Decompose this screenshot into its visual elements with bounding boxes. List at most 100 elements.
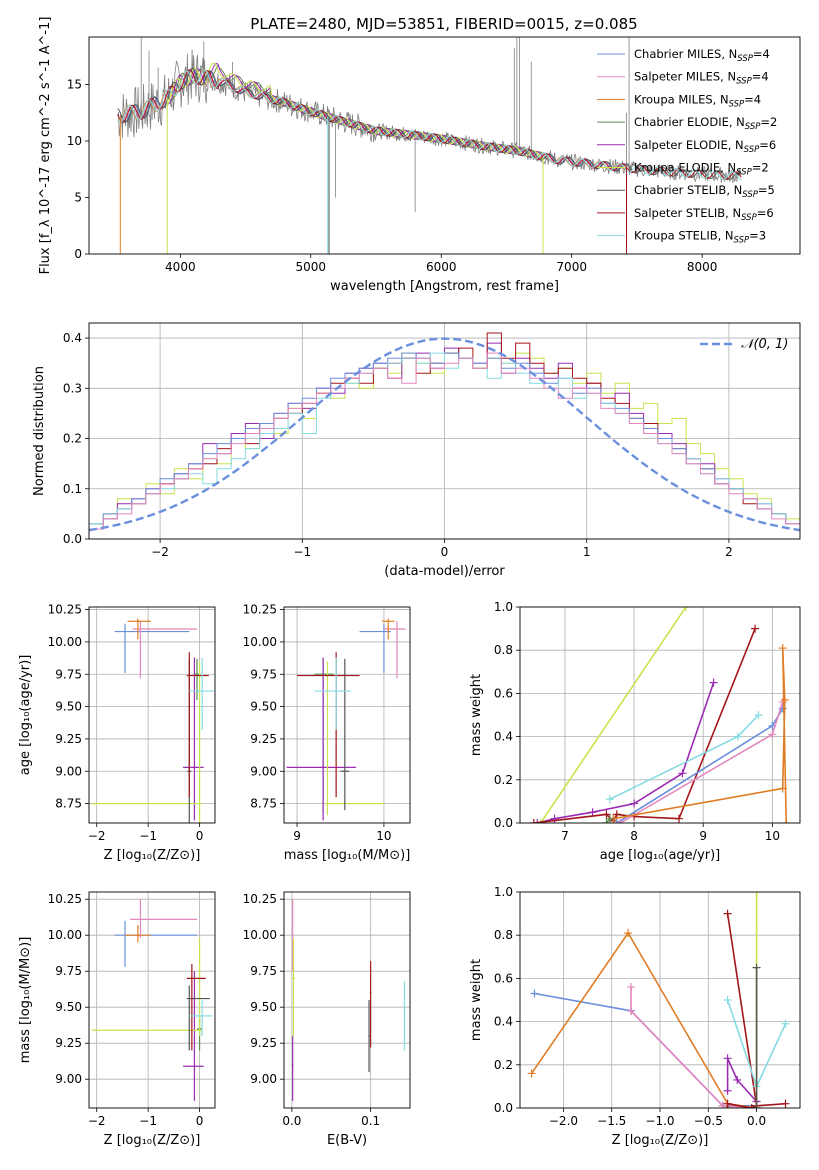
x-tick-label: −2 — [88, 829, 106, 843]
figure-title: PLATE=2480, MJD=53851, FIBERID=0015, z=0… — [250, 15, 637, 33]
x-tick-label: −1 — [293, 545, 311, 559]
x-tick-label: 6000 — [426, 260, 457, 274]
y-tick-label: 9.50 — [250, 1000, 277, 1014]
y-tick-label: 0.6 — [494, 971, 513, 985]
legend-label: Chabrier MILES, NSSP=4 — [634, 47, 770, 64]
weight-marker — [681, 607, 690, 611]
weight-marker — [627, 983, 636, 992]
y-tick-label: 0.3 — [63, 381, 82, 395]
weight-marker — [627, 1006, 636, 1015]
y-tick-label: 0.8 — [494, 643, 513, 657]
y-tick-label: 8.75 — [250, 797, 277, 811]
weight-marker — [778, 644, 787, 653]
axes-frame — [283, 891, 411, 1109]
x-tick-label: 7000 — [556, 260, 587, 274]
weight-marker — [616, 819, 625, 823]
y-tick-label: 15 — [67, 77, 82, 91]
y-tick-label: 0.0 — [494, 1101, 513, 1115]
y-tick-label: 9.75 — [55, 964, 82, 978]
legend-tail: =5 — [758, 183, 775, 197]
y-tick-label: 9.50 — [250, 700, 277, 714]
weight-marker — [723, 909, 732, 918]
y-tick-label: 0.2 — [494, 1058, 513, 1072]
weight-marker — [723, 996, 732, 1004]
legend-tail: =2 — [760, 115, 777, 129]
x-tick-label: 5000 — [296, 260, 327, 274]
weight-marker — [747, 1104, 756, 1108]
salpeter-elodie-weight-line — [726, 1057, 758, 1103]
weight-marker — [602, 810, 611, 819]
x-tick-label: −1 — [139, 1114, 157, 1128]
x-axis-label: Z [log₁₀(Z/Z⊙)] — [104, 1133, 201, 1148]
x-tick-label: 7 — [561, 829, 569, 843]
legend-tail: =4 — [752, 70, 769, 84]
weight-marker — [778, 784, 787, 793]
y-tick-label: 9.25 — [250, 1036, 277, 1050]
weight-marker — [588, 808, 597, 817]
y-tick-label: 9.75 — [55, 667, 82, 681]
chabrier-miles-weight-line — [534, 992, 757, 1107]
weight-marker — [536, 819, 545, 823]
y-tick-label: 10.25 — [48, 603, 82, 617]
x-tick-label: 0.0 — [747, 1114, 766, 1128]
x-tick-label: 9 — [293, 829, 301, 843]
weight-marker — [533, 819, 542, 823]
y-tick-label: 9.25 — [250, 732, 277, 746]
weight-marker — [768, 730, 777, 739]
chabrier-stelib-model-line — [117, 67, 742, 180]
x-tick-label: −2.0 — [549, 1114, 578, 1128]
x-tick-label: 8 — [630, 829, 638, 843]
x-axis-label: mass [log₁₀(M/M⊙)] — [284, 848, 411, 863]
y-axis-label: Normed distribution — [32, 366, 47, 496]
x-axis-label: E(B-V) — [327, 1133, 367, 1148]
y-tick-label: 10.00 — [48, 928, 82, 942]
axes-frame — [519, 891, 801, 1109]
y-tick-label: 1.0 — [494, 600, 513, 614]
legend-subscript: SSP — [736, 168, 752, 178]
x-tick-label: 0 — [441, 545, 449, 559]
kroupa-miles-weight-line — [613, 647, 787, 823]
y-tick-label: 10.00 — [243, 928, 277, 942]
legend-label: Salpeter ELODIE, NSSP=6 — [634, 138, 776, 155]
x-tick-label: −1 — [139, 829, 157, 843]
y-tick-label: 0 — [74, 247, 82, 261]
legend-label: Salpeter STELIB, NSSP=6 — [634, 206, 774, 223]
x-tick-label: 2 — [725, 545, 733, 559]
y-tick-label: 0.6 — [494, 686, 513, 700]
y-tick-label: 0.2 — [63, 432, 82, 446]
weight-marker — [782, 819, 791, 823]
x-tick-label: −2 — [151, 545, 169, 559]
axes-frame — [88, 36, 801, 255]
y-tick-label: 9.00 — [250, 1072, 277, 1086]
y-axis-label: mass weight — [469, 959, 484, 1041]
weight-marker — [752, 1104, 761, 1108]
weight-marker — [733, 1075, 742, 1084]
salpeter-miles-model-line — [119, 69, 626, 171]
weight-marker — [751, 624, 760, 633]
x-axis-label: wavelength [Angstrom, rest frame] — [330, 279, 559, 294]
weight-marker — [752, 963, 761, 972]
legend-label: Chabrier STELIB, NSSP=5 — [634, 183, 775, 200]
legend-label: Salpeter MILES, NSSP=4 — [634, 70, 769, 87]
y-axis-label: age [log₁₀(age/yr)] — [18, 655, 33, 776]
x-tick-label: 0 — [196, 1114, 204, 1128]
x-tick-label: 10 — [765, 829, 780, 843]
kroupa-stelib-model-line — [117, 69, 742, 181]
y-tick-label: 8.75 — [55, 797, 82, 811]
axes-frame — [88, 606, 216, 824]
y-tick-label: 10.00 — [48, 635, 82, 649]
salpeter-miles-weight-line — [630, 987, 757, 1108]
weight-marker — [733, 732, 742, 741]
weight-marker — [723, 1086, 732, 1095]
weight-marker — [709, 678, 718, 687]
salpeter-stelib-weight-line — [726, 913, 758, 1106]
y-tick-label: 9.25 — [55, 732, 82, 746]
y-axis-label: mass [log₁₀(M/M⊙)] — [18, 937, 33, 1064]
axes-frame — [88, 322, 801, 540]
weight-marker — [605, 795, 614, 804]
weight-marker — [723, 1054, 732, 1063]
x-tick-label: 9 — [699, 829, 707, 843]
weight-marker — [630, 799, 639, 808]
y-tick-label: 1.0 — [494, 885, 513, 899]
